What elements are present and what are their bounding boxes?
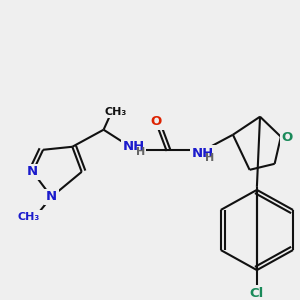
Text: NH: NH xyxy=(192,147,214,160)
Text: O: O xyxy=(151,116,162,128)
Text: CH₃: CH₃ xyxy=(18,212,40,222)
Text: CH₃: CH₃ xyxy=(104,107,127,117)
Text: NH: NH xyxy=(122,140,145,153)
Text: H: H xyxy=(206,153,215,164)
Text: N: N xyxy=(27,165,38,178)
Text: N: N xyxy=(46,190,57,203)
Text: Cl: Cl xyxy=(250,287,264,300)
Text: O: O xyxy=(282,131,293,144)
Text: H: H xyxy=(136,147,145,157)
